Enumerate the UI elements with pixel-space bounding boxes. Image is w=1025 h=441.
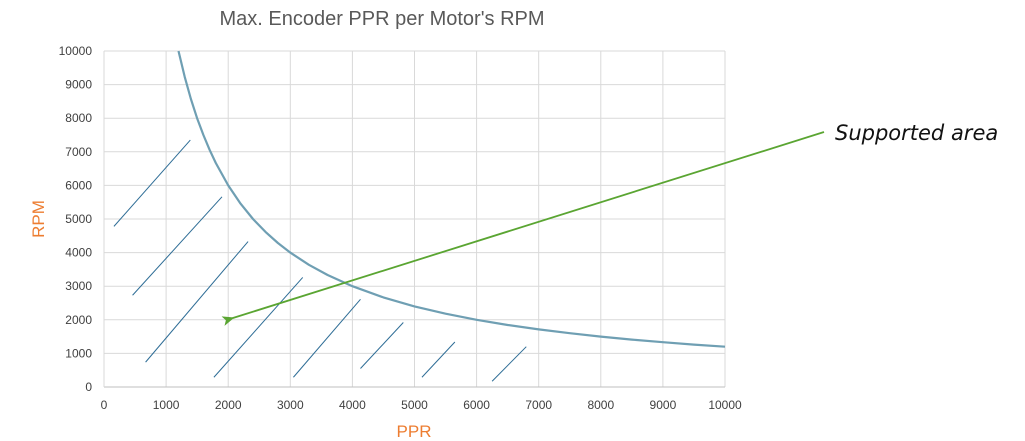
x-tick-labels: 0 1000 2000 3000 4000 5000 6000 7000 8000 9000 100… xyxy=(101,398,742,412)
y-tick-label: 2000 xyxy=(65,313,92,327)
x-tick-label: 0 xyxy=(101,398,108,412)
hatch-line xyxy=(360,322,404,369)
series-lines xyxy=(177,50,726,348)
y-tick-labels: 0 1000 2000 3000 4000 5000 6000 7000 8000 9000 100… xyxy=(59,44,93,394)
y-tick-label: 5000 xyxy=(65,212,92,226)
axes xyxy=(103,51,725,388)
chart-title: Max. Encoder PPR per Motor's RPM xyxy=(219,8,544,30)
y-axis-label: RPM xyxy=(29,200,48,238)
x-axis-label: PPR xyxy=(397,422,432,441)
x-tick-label: 1000 xyxy=(153,398,180,412)
annotation-arrow xyxy=(221,131,825,326)
x-tick-label: 8000 xyxy=(587,398,614,412)
x-tick-label: 10000 xyxy=(708,398,742,412)
x-tick-label: 2000 xyxy=(215,398,242,412)
annotation-text: Supported area xyxy=(835,121,998,145)
x-tick-label: 7000 xyxy=(525,398,552,412)
hatch-line xyxy=(421,341,456,378)
y-tick-label: 1000 xyxy=(65,346,92,360)
y-tick-label: 8000 xyxy=(65,111,92,125)
x-tick-label: 4000 xyxy=(339,398,366,412)
x-tick-label: 9000 xyxy=(650,398,677,412)
hatch-line xyxy=(113,139,191,227)
y-tick-label: 7000 xyxy=(65,145,92,159)
series-line xyxy=(177,50,726,348)
hatch-line xyxy=(293,298,361,378)
hatch-lines xyxy=(113,139,527,382)
gridlines xyxy=(104,50,726,387)
y-tick-label: 4000 xyxy=(65,246,92,260)
x-tick-label: 3000 xyxy=(277,398,304,412)
hatch-line xyxy=(491,346,527,382)
y-tick-label: 10000 xyxy=(59,44,93,58)
hatch-line xyxy=(213,277,304,378)
y-tick-label: 6000 xyxy=(65,178,92,192)
y-tick-label: 9000 xyxy=(65,78,92,92)
hatch-line xyxy=(132,196,223,296)
y-tick-label: 3000 xyxy=(65,279,92,293)
y-tick-label: 0 xyxy=(85,380,92,394)
x-tick-label: 5000 xyxy=(401,398,428,412)
x-tick-label: 6000 xyxy=(463,398,490,412)
hatch-line xyxy=(145,241,249,363)
